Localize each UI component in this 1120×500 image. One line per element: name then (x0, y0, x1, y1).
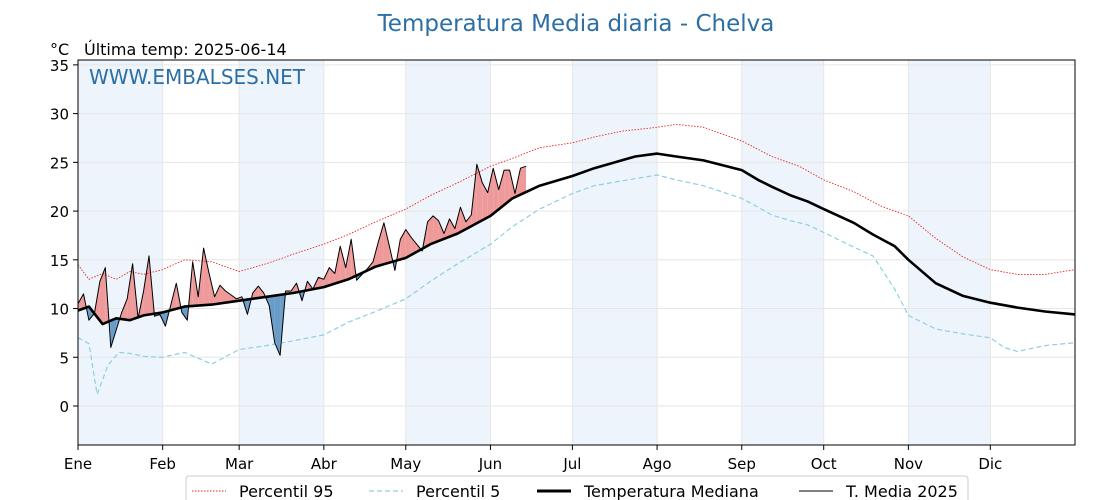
x-tick-label: Abr (311, 455, 338, 473)
month-band (741, 60, 824, 445)
fill-above-median (520, 166, 526, 195)
fill-above-median (504, 170, 510, 205)
fill-above-median (449, 218, 455, 237)
legend-label-p95: Percentil 95 (239, 482, 334, 500)
month-band (572, 60, 658, 445)
fill-above-median (323, 267, 330, 288)
y-axis: 0 5 10 15 20 25 30 35 (50, 57, 78, 416)
month-bands (78, 60, 991, 445)
last-temp-label: Última temp: 2025-06-14 (84, 40, 287, 59)
fill-above-median (438, 220, 444, 241)
fill-above-median (460, 207, 466, 232)
legend: Percentil 95 Percentil 5 Temperatura Med… (185, 475, 969, 500)
fill-above-median (340, 246, 346, 282)
y-tick-label: 25 (50, 154, 69, 172)
x-tick-label: Ene (64, 455, 92, 473)
y-tick-label: 35 (50, 57, 69, 75)
y-tick-label: 30 (50, 106, 69, 124)
fill-above-median (318, 277, 324, 289)
fill-above-median (482, 182, 488, 221)
x-tick-label: Sep (728, 455, 756, 473)
fill-above-median (99, 267, 106, 323)
fill-above-median (427, 215, 434, 246)
fill-above-median (493, 168, 499, 214)
y-tick-label: 20 (50, 203, 69, 221)
fill-above-median (405, 229, 412, 258)
fill-above-median (225, 291, 231, 303)
fill-above-median (498, 170, 505, 210)
x-tick-label: Nov (894, 455, 923, 473)
series-percentil-5 (77, 174, 1076, 397)
month-band (239, 60, 324, 445)
chart-title: Temperatura Media diaria - Chelva (377, 11, 775, 37)
series-t-media-2025 (77, 163, 527, 356)
legend-label-current: T. Media 2025 (845, 482, 958, 500)
y-tick-label: 0 (59, 398, 69, 416)
fill-above-median (78, 293, 84, 311)
fill-below-median (110, 318, 117, 348)
fill-above-median (411, 237, 417, 255)
fill-above-median (383, 222, 390, 265)
fill-above-median (258, 286, 264, 298)
legend-label-p5: Percentil 5 (416, 482, 500, 500)
unit-label: °C (50, 40, 69, 59)
series-percentil-95 (77, 123, 1076, 280)
fill-above-median (252, 286, 259, 299)
legend-label-median: Temperatura Mediana (583, 482, 759, 500)
fill-above-median (214, 285, 220, 305)
fill-above-median (378, 222, 384, 266)
fill-above-median (127, 263, 133, 320)
legend-box (185, 475, 969, 500)
x-tick-label: Jul (562, 455, 581, 473)
fill-above-median (345, 239, 352, 281)
plot-frame (77, 59, 1076, 446)
x-tick-label: May (390, 455, 421, 473)
x-tick-label: Oct (811, 455, 837, 473)
fill-below-median (274, 294, 281, 356)
y-tick-label: 10 (50, 301, 69, 319)
fill-above-median (433, 215, 439, 244)
month-band (405, 60, 491, 445)
x-axis: Ene Feb Mar Abr May Jun Jul Ago Sep Oct Nov Dic (64, 445, 1002, 473)
fill-above-median (487, 168, 494, 218)
month-band (908, 60, 991, 445)
month-band (78, 60, 163, 445)
y-tick-label: 5 (59, 349, 69, 367)
fill-below-median (181, 306, 188, 321)
x-tick-label: Jun (478, 455, 502, 473)
x-tick-label: Dic (978, 455, 1002, 473)
x-tick-label: Ago (643, 455, 672, 473)
x-tick-label: Feb (149, 455, 176, 473)
y-tick-label: 15 (50, 252, 69, 270)
x-tick-label: Mar (225, 455, 254, 473)
fill-above-median (143, 255, 149, 316)
fill-above-median (203, 248, 210, 306)
watermark: WWW.EMBALSES.NET (89, 65, 306, 89)
fill-above-median (121, 298, 128, 320)
